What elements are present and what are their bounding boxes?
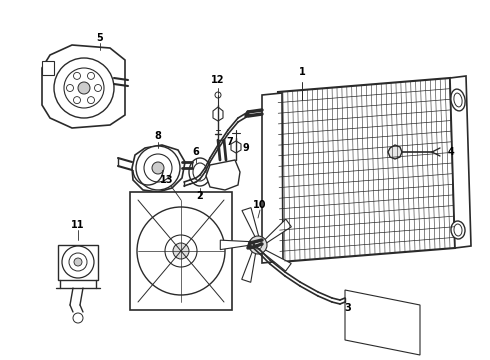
Polygon shape — [278, 78, 455, 262]
Circle shape — [152, 162, 164, 174]
Polygon shape — [388, 145, 402, 159]
Polygon shape — [130, 192, 232, 310]
Ellipse shape — [451, 221, 465, 239]
Text: 9: 9 — [242, 143, 249, 153]
Polygon shape — [345, 290, 420, 355]
Circle shape — [74, 258, 82, 266]
Polygon shape — [213, 107, 223, 121]
Polygon shape — [132, 145, 185, 192]
Polygon shape — [206, 160, 240, 190]
Circle shape — [69, 253, 87, 271]
Ellipse shape — [454, 93, 462, 107]
Circle shape — [215, 92, 221, 98]
Circle shape — [173, 243, 189, 259]
Circle shape — [67, 85, 74, 91]
Polygon shape — [265, 219, 292, 243]
Circle shape — [88, 96, 95, 104]
Polygon shape — [450, 76, 471, 248]
Polygon shape — [220, 240, 251, 249]
Circle shape — [62, 246, 94, 278]
Polygon shape — [242, 208, 259, 238]
Circle shape — [95, 85, 101, 91]
Polygon shape — [262, 93, 283, 263]
Text: 3: 3 — [344, 303, 351, 313]
Circle shape — [254, 241, 262, 249]
Circle shape — [136, 146, 180, 190]
Polygon shape — [42, 45, 125, 128]
Circle shape — [78, 82, 90, 94]
Circle shape — [74, 96, 80, 104]
Text: 8: 8 — [154, 131, 161, 141]
Text: 7: 7 — [226, 137, 233, 147]
Circle shape — [88, 72, 95, 79]
Polygon shape — [231, 141, 241, 153]
Polygon shape — [262, 249, 291, 271]
Ellipse shape — [189, 158, 211, 186]
Text: 6: 6 — [193, 147, 199, 157]
Circle shape — [73, 313, 83, 323]
Circle shape — [249, 236, 267, 254]
Text: 5: 5 — [97, 33, 103, 43]
Text: 13: 13 — [160, 175, 174, 185]
Text: 11: 11 — [71, 220, 85, 230]
Text: 2: 2 — [196, 191, 203, 201]
Circle shape — [54, 58, 114, 118]
Circle shape — [64, 68, 104, 108]
Text: 1: 1 — [298, 67, 305, 77]
Circle shape — [74, 72, 80, 79]
Polygon shape — [58, 245, 98, 280]
Ellipse shape — [193, 163, 207, 181]
Ellipse shape — [454, 224, 462, 236]
Circle shape — [144, 154, 172, 182]
Text: 12: 12 — [211, 75, 225, 85]
Polygon shape — [242, 251, 256, 282]
Ellipse shape — [451, 89, 465, 111]
Bar — [42, 61, 54, 75]
Circle shape — [165, 235, 197, 267]
Text: 4: 4 — [448, 147, 455, 157]
Circle shape — [137, 207, 225, 295]
Text: 10: 10 — [253, 200, 267, 210]
